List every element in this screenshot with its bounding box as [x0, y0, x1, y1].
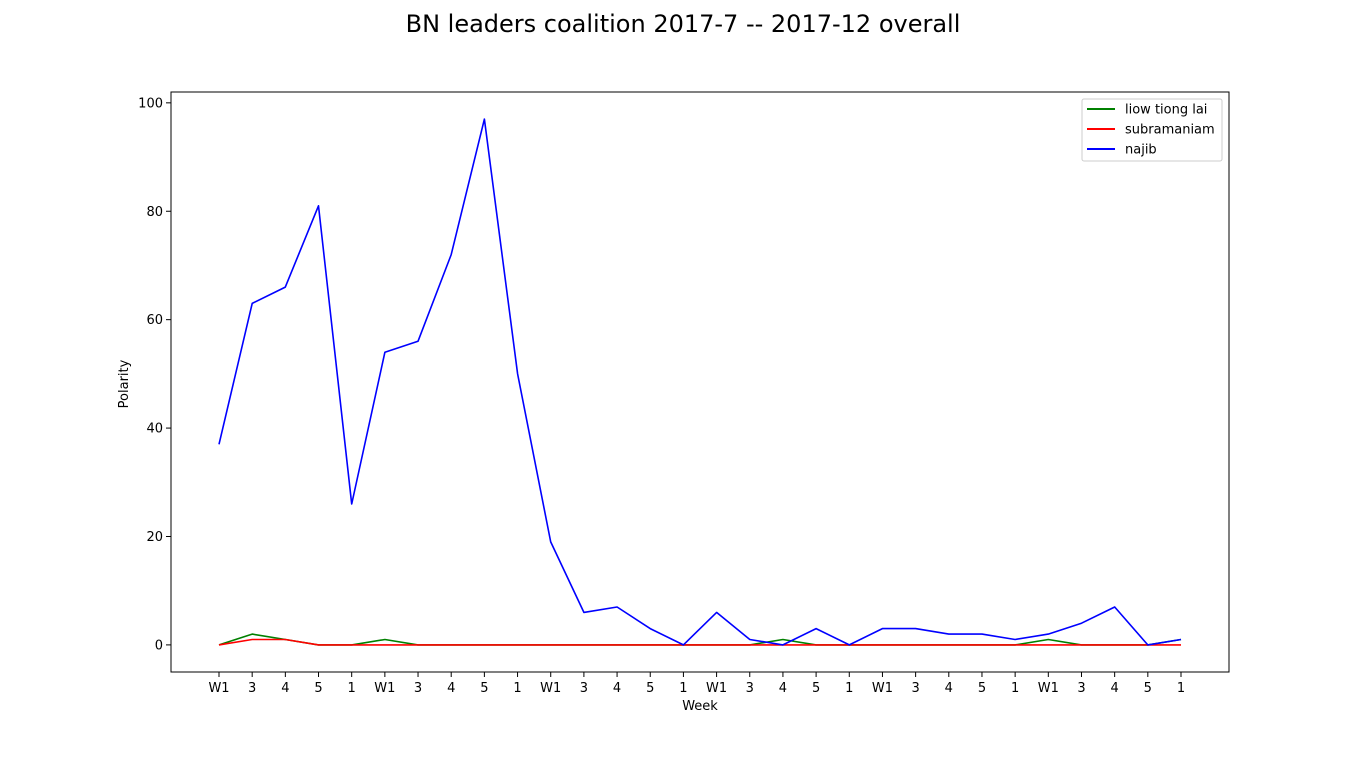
- x-tick-label: 5: [480, 681, 488, 696]
- x-tick-label: 5: [978, 681, 986, 696]
- x-tick-label: 3: [746, 681, 754, 696]
- x-tick-label: W1: [540, 681, 561, 696]
- x-tick-label: 4: [447, 681, 455, 696]
- x-tick-label: 4: [945, 681, 953, 696]
- x-tick-label: 5: [646, 681, 654, 696]
- y-axis-ticks: 0 20 40 60 80 100: [138, 96, 171, 653]
- y-tick-label: 80: [146, 205, 163, 220]
- legend-label-1: subramaniam: [1125, 123, 1215, 138]
- x-tick-label: W1: [374, 681, 395, 696]
- legend-frame: [1081, 98, 1223, 162]
- x-tick-label: 3: [248, 681, 256, 696]
- x-tick-label: 3: [414, 681, 422, 696]
- x-tick-label: 3: [1077, 681, 1085, 696]
- chart-title: BN leaders coalition 2017-7 -- 2017-12 o…: [405, 10, 961, 38]
- x-tick-label: 1: [1177, 681, 1185, 696]
- x-tick-label: 1: [845, 681, 853, 696]
- x-tick-label: 1: [679, 681, 687, 696]
- x-tick-label: 4: [613, 681, 621, 696]
- x-tick-label: W1: [208, 681, 229, 696]
- legend-label-2: najib: [1125, 143, 1157, 158]
- y-tick-label: 100: [138, 96, 163, 111]
- x-tick-label: 4: [779, 681, 787, 696]
- y-tick-label: 0: [155, 638, 163, 653]
- x-tick-label: 5: [1144, 681, 1152, 696]
- series-lines: [218, 118, 1182, 646]
- x-tick-label: W1: [706, 681, 727, 696]
- y-axis-label: Polarity: [117, 359, 132, 408]
- y-tick-label: 40: [146, 422, 163, 437]
- x-tick-label: 5: [812, 681, 820, 696]
- series-line-2: [218, 118, 1182, 646]
- x-tick-label: 4: [1111, 681, 1119, 696]
- x-tick-label: 4: [281, 681, 289, 696]
- x-tick-label: 1: [513, 681, 521, 696]
- plot-frame: [170, 91, 1230, 673]
- x-tick-label: W1: [872, 681, 893, 696]
- legend-label-0: liow tiong lai: [1125, 103, 1207, 118]
- series-line-1: [218, 638, 1181, 646]
- y-tick-label: 60: [146, 313, 163, 328]
- x-tick-label: 3: [911, 681, 919, 696]
- y-tick-label: 20: [146, 530, 163, 545]
- legend: liow tiong lai subramaniam najib: [1081, 98, 1223, 162]
- x-axis-label: Week: [682, 699, 718, 714]
- x-tick-label: 1: [1011, 681, 1019, 696]
- x-tick-label: 5: [314, 681, 322, 696]
- x-tick-label: W1: [1038, 681, 1059, 696]
- x-tick-label: 1: [348, 681, 356, 696]
- x-axis-ticks: W1 3 4 5 1 W1 3 4 5 1 W1 3 4 5 1 W1 3 4 5 1 W1 3 4 5 1 W1 3 4 5 1: [208, 672, 1185, 696]
- x-tick-label: 3: [580, 681, 588, 696]
